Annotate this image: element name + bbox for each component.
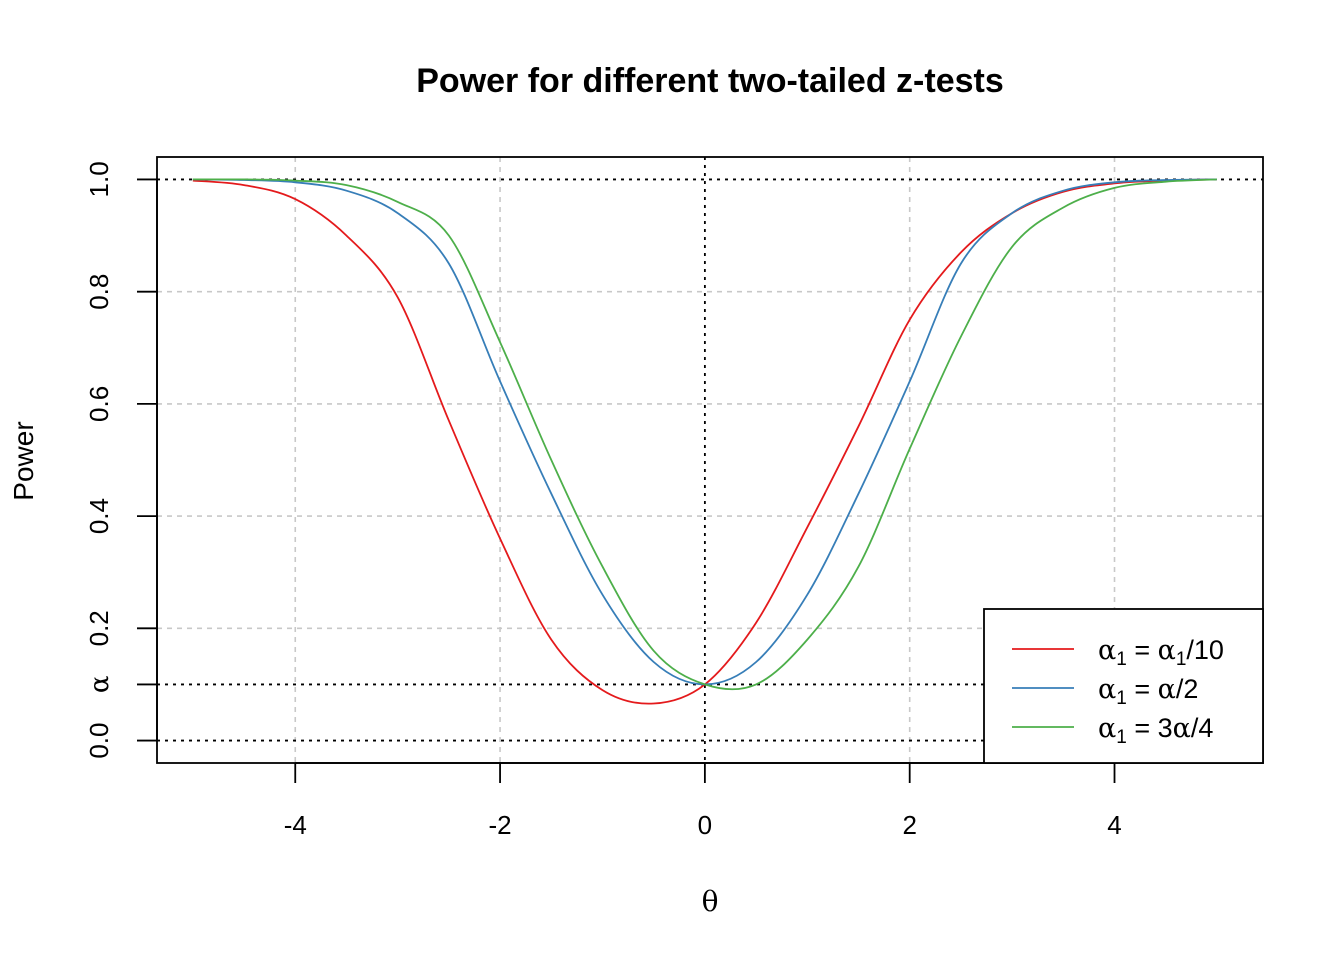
y-tick-label: 0.4	[84, 498, 114, 534]
y-tick-label: α	[85, 676, 115, 694]
x-tick-label: -2	[489, 810, 512, 840]
x-tick-label: 2	[902, 810, 916, 840]
y-axis-label: Power	[8, 421, 39, 500]
power-curves	[192, 178, 1217, 705]
legend-entry-blue: α1 = α/2	[1098, 674, 1198, 709]
y-tick-label: 0.0	[84, 723, 114, 759]
y-axis: 0.0 α 0.2 0.4 0.6 0.8 1.0	[84, 161, 158, 759]
legend-box	[983, 608, 1264, 764]
grid-lines	[157, 157, 1263, 763]
legend-entry-green: α1 = 3α/4	[1098, 713, 1213, 748]
x-axis: -4 -2 0 2 4	[284, 762, 1122, 840]
x-tick-label: -4	[284, 810, 307, 840]
x-tick-label: 4	[1107, 810, 1121, 840]
y-tick-label: 1.0	[84, 161, 114, 197]
y-tick-label: 0.6	[84, 386, 114, 422]
power-curve-green	[192, 178, 1217, 691]
legend-entry-red: α1 = α1/10	[1098, 635, 1224, 670]
chart-title: Power for different two-tailed z-tests	[416, 62, 1004, 100]
legend: α1 = α1/10 α1 = α/2 α1 = 3α/4	[983, 608, 1264, 764]
x-axis-label: θ	[702, 885, 719, 918]
x-tick-label: 0	[698, 810, 712, 840]
y-tick-label: 0.2	[84, 610, 114, 646]
y-tick-label: 0.8	[84, 274, 114, 310]
